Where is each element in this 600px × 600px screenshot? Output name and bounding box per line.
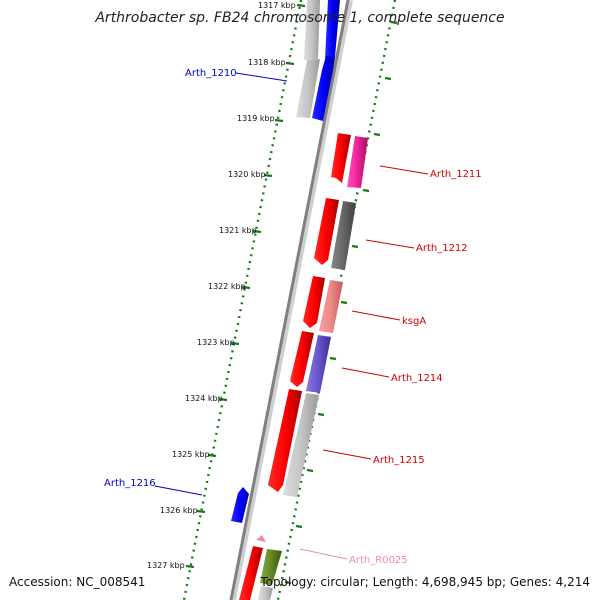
gene-label-ksga[interactable]: ksgA	[402, 316, 426, 327]
leader-arth-1211	[379, 165, 429, 175]
leader-ksga	[351, 310, 401, 321]
cog-bottom-olive[interactable]	[260, 549, 282, 585]
gene-rna-arrow[interactable]	[256, 535, 266, 542]
tick-marks	[185, 3, 398, 585]
leader-arth-1215	[322, 449, 372, 460]
leader-arth-1214	[341, 367, 390, 378]
gene-label-arth-1211[interactable]: Arth_1211	[430, 169, 482, 180]
tick-label: 1326 kbp	[160, 506, 198, 515]
leader-arth-r0025	[299, 548, 348, 560]
tick-label: 1319 kbp	[237, 114, 275, 123]
gene-label-arth-1212[interactable]: Arth_1212	[416, 243, 468, 254]
leader-arth-1216	[154, 485, 203, 496]
cog-ksga[interactable]	[319, 280, 343, 333]
gene-arth-1210[interactable]	[325, 0, 340, 59]
cog-arth-1211[interactable]	[347, 136, 368, 188]
leader-arth-1210	[235, 72, 288, 82]
gene-arth-1211[interactable]	[331, 133, 351, 183]
cog-arth-1212[interactable]	[331, 201, 356, 270]
map-title: Arthrobacter sp. FB24 chromosome 1, comp…	[94, 10, 504, 26]
tick-label: 1317 kbp	[258, 1, 296, 10]
backbone-shadow	[230, 0, 353, 600]
tick-label: 1322 kbp	[208, 282, 246, 291]
gene-arth-1215[interactable]	[268, 389, 302, 492]
gene-labels: Arth_1210 Arth_1211 Arth_1212 ksgA Arth_…	[104, 68, 482, 566]
tick-label: 1325 kbp	[172, 450, 210, 459]
cog-bottom-grey[interactable]	[258, 586, 273, 600]
tick-label: 1321 kbp	[219, 226, 257, 235]
gene-arth-1210-cog[interactable]	[296, 59, 320, 118]
gene-label-arth-1216[interactable]: Arth_1216	[104, 478, 156, 489]
gene-arth-1210-arrow[interactable]	[312, 56, 335, 121]
tick-label: 1318 kbp	[248, 58, 286, 67]
backbone	[229, 0, 350, 600]
gene-arth-1214[interactable]	[290, 331, 314, 387]
tick-label: 1320 kbp	[228, 170, 266, 179]
sequence-summary: Topology: circular; Length: 4,698,945 bp…	[259, 575, 590, 589]
tick-label: 1327 kbp	[147, 561, 185, 570]
gene-ksga[interactable]	[303, 276, 325, 328]
gene-label-arth-1210[interactable]: Arth_1210	[185, 68, 237, 79]
gene-label-arth-1215[interactable]: Arth_1215	[373, 455, 425, 466]
gene-arth-1216[interactable]	[231, 487, 249, 523]
tick-label: 1323 kbp	[197, 338, 235, 347]
gene-bottom-red[interactable]	[239, 546, 263, 600]
gene-arth-1210-outer[interactable]	[304, 0, 320, 60]
leader-arth-1212	[365, 239, 415, 249]
accession-label: Accession: NC_008541	[9, 575, 145, 589]
tick-labels: 1317 kbp 1318 kbp 1319 kbp 1320 kbp 1321…	[147, 1, 296, 570]
cog-arth-1214[interactable]	[306, 335, 331, 393]
gene-arth-1212[interactable]	[314, 198, 339, 265]
tick-label: 1324 kbp	[185, 394, 223, 403]
gene-label-arth-r0025[interactable]: Arth_R0025	[349, 555, 408, 566]
cog-arth-1215[interactable]	[283, 393, 319, 497]
gene-label-arth-1214[interactable]: Arth_1214	[391, 373, 443, 384]
